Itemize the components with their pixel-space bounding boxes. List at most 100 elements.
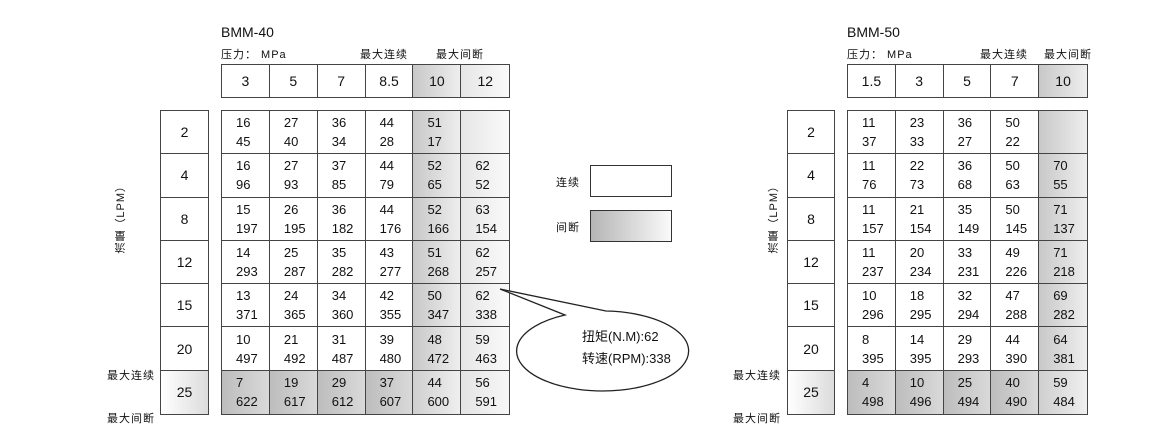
flow-label-cell: 25	[788, 370, 834, 414]
legend-intermittent-label: 间断	[556, 222, 580, 234]
data-cell: 31 487	[317, 327, 366, 371]
speed-value: 145	[1005, 220, 1028, 236]
torque-value: 27	[283, 115, 299, 131]
data-cell: 36 34	[317, 111, 366, 155]
data-cell: 40 490	[991, 370, 1040, 414]
data-cell: 44 79	[365, 154, 414, 198]
max-continuous-header: 最大连续	[360, 49, 408, 61]
torque-value: 71	[1053, 201, 1068, 217]
speed-value: 52	[475, 177, 490, 193]
speed-value: 226	[1005, 263, 1028, 279]
flow-label-cell: 2	[788, 111, 834, 155]
flow-label-cell: 8	[788, 198, 834, 241]
torque-value: 21	[283, 331, 299, 347]
torque-value: 44	[379, 115, 395, 131]
data-cell: 16 96	[222, 154, 270, 198]
speed-value: 472	[427, 350, 450, 366]
data-cell: 52 166	[413, 197, 462, 241]
flow-label-cell: 20	[161, 327, 208, 371]
speed-value: 365	[283, 307, 306, 323]
data-cell: 70 55	[1039, 154, 1087, 198]
speed-value: 277	[379, 263, 402, 279]
pressure-header-cell: 3	[222, 65, 270, 97]
data-cell: 14 293	[222, 240, 270, 285]
pressure-header-cell: 10	[413, 65, 462, 97]
data-cell: 11 37	[848, 111, 896, 155]
flow-label-cell: 12	[788, 241, 834, 285]
data-cell: 37 85	[317, 154, 366, 198]
speed-value: 154	[475, 220, 498, 236]
flow-label-cell: 8	[161, 198, 208, 241]
speed-value: 381	[1053, 350, 1075, 366]
torque-value: 50	[1005, 201, 1020, 217]
data-cell: 43 277	[365, 240, 414, 285]
torque-value: 44	[379, 201, 395, 217]
model-title: BMM-50	[847, 24, 900, 40]
data-cell: 52 65	[413, 154, 462, 198]
speed-value: 33	[909, 134, 925, 150]
speed-value: 484	[1053, 394, 1075, 410]
data-cell: 37 607	[365, 370, 414, 414]
torque-value: 37	[379, 375, 395, 391]
data-cell: 26 195	[269, 197, 318, 241]
speed-value: 293	[957, 350, 980, 366]
flow-label-cell: 12	[161, 241, 208, 285]
speed-value: 591	[475, 394, 498, 410]
pressure-unit-label: 压力： MPa	[847, 49, 913, 61]
speed-value: 55	[1053, 177, 1068, 193]
pressure-header-cell: 5	[270, 65, 318, 97]
speed-value: 218	[1053, 263, 1075, 279]
torque-value: 19	[283, 375, 299, 391]
torque-value: 39	[379, 331, 395, 347]
callout-speed: 转速(RPM):338	[582, 351, 671, 366]
data-cell: 44 28	[365, 111, 414, 155]
data-cell: 32 294	[943, 284, 992, 328]
torque-value: 69	[1053, 288, 1068, 304]
data-cell: 35 149	[943, 197, 992, 241]
torque-value: 15	[236, 201, 251, 217]
pressure-header-cell: 5	[944, 65, 992, 97]
torque-value: 63	[475, 201, 490, 217]
data-cell: 21 492	[269, 327, 318, 371]
speed-value: 607	[379, 394, 402, 410]
torque-value: 16	[236, 158, 251, 174]
speed-value: 288	[1005, 307, 1028, 323]
speed-value: 182	[331, 220, 354, 236]
torque-value: 44	[379, 158, 395, 174]
speed-value: 234	[909, 263, 932, 279]
torque-value: 11	[862, 244, 876, 260]
data-cell: 64 381	[1039, 327, 1087, 371]
max-intermittent-header: 最大间断	[436, 49, 484, 61]
legend-intermittent-swatch	[590, 210, 672, 242]
data-cell: 50 145	[991, 197, 1040, 241]
data-cell: 44 600	[413, 370, 462, 414]
flow-label-cell: 25	[161, 370, 208, 414]
speed-value: 293	[236, 263, 258, 279]
model-title: BMM-40	[221, 24, 274, 40]
legend-continuous-swatch	[590, 165, 672, 197]
torque-value: 51	[427, 115, 442, 131]
data-cell: 36 68	[943, 154, 992, 198]
torque-value: 14	[236, 244, 251, 260]
torque-value: 52	[427, 201, 442, 217]
speed-value: 257	[475, 263, 498, 279]
data-cell: 49 226	[991, 240, 1040, 285]
data-cell: 11 157	[848, 197, 896, 241]
data-cell: 25 494	[943, 370, 992, 414]
torque-value: 11	[862, 115, 876, 131]
pressure-header-cell: 8.5	[366, 65, 414, 97]
torque-value: 24	[283, 288, 299, 304]
speed-value: 268	[427, 263, 450, 279]
data-cell: 15 197	[222, 197, 270, 241]
speed-value: 347	[427, 307, 450, 323]
speed-value: 487	[331, 350, 354, 366]
torque-value: 36	[957, 158, 973, 174]
flow-label-cell: 20	[788, 327, 834, 371]
torque-value: 51	[427, 244, 442, 260]
data-cell: 51 268	[413, 240, 462, 285]
pressure-header-row: 3 5 7 8.5 10 12	[221, 64, 511, 98]
speed-value: 73	[909, 177, 925, 193]
data-cell: 47 288	[991, 284, 1040, 328]
speed-value: 154	[909, 220, 932, 236]
data-cell: 11 76	[848, 154, 896, 198]
